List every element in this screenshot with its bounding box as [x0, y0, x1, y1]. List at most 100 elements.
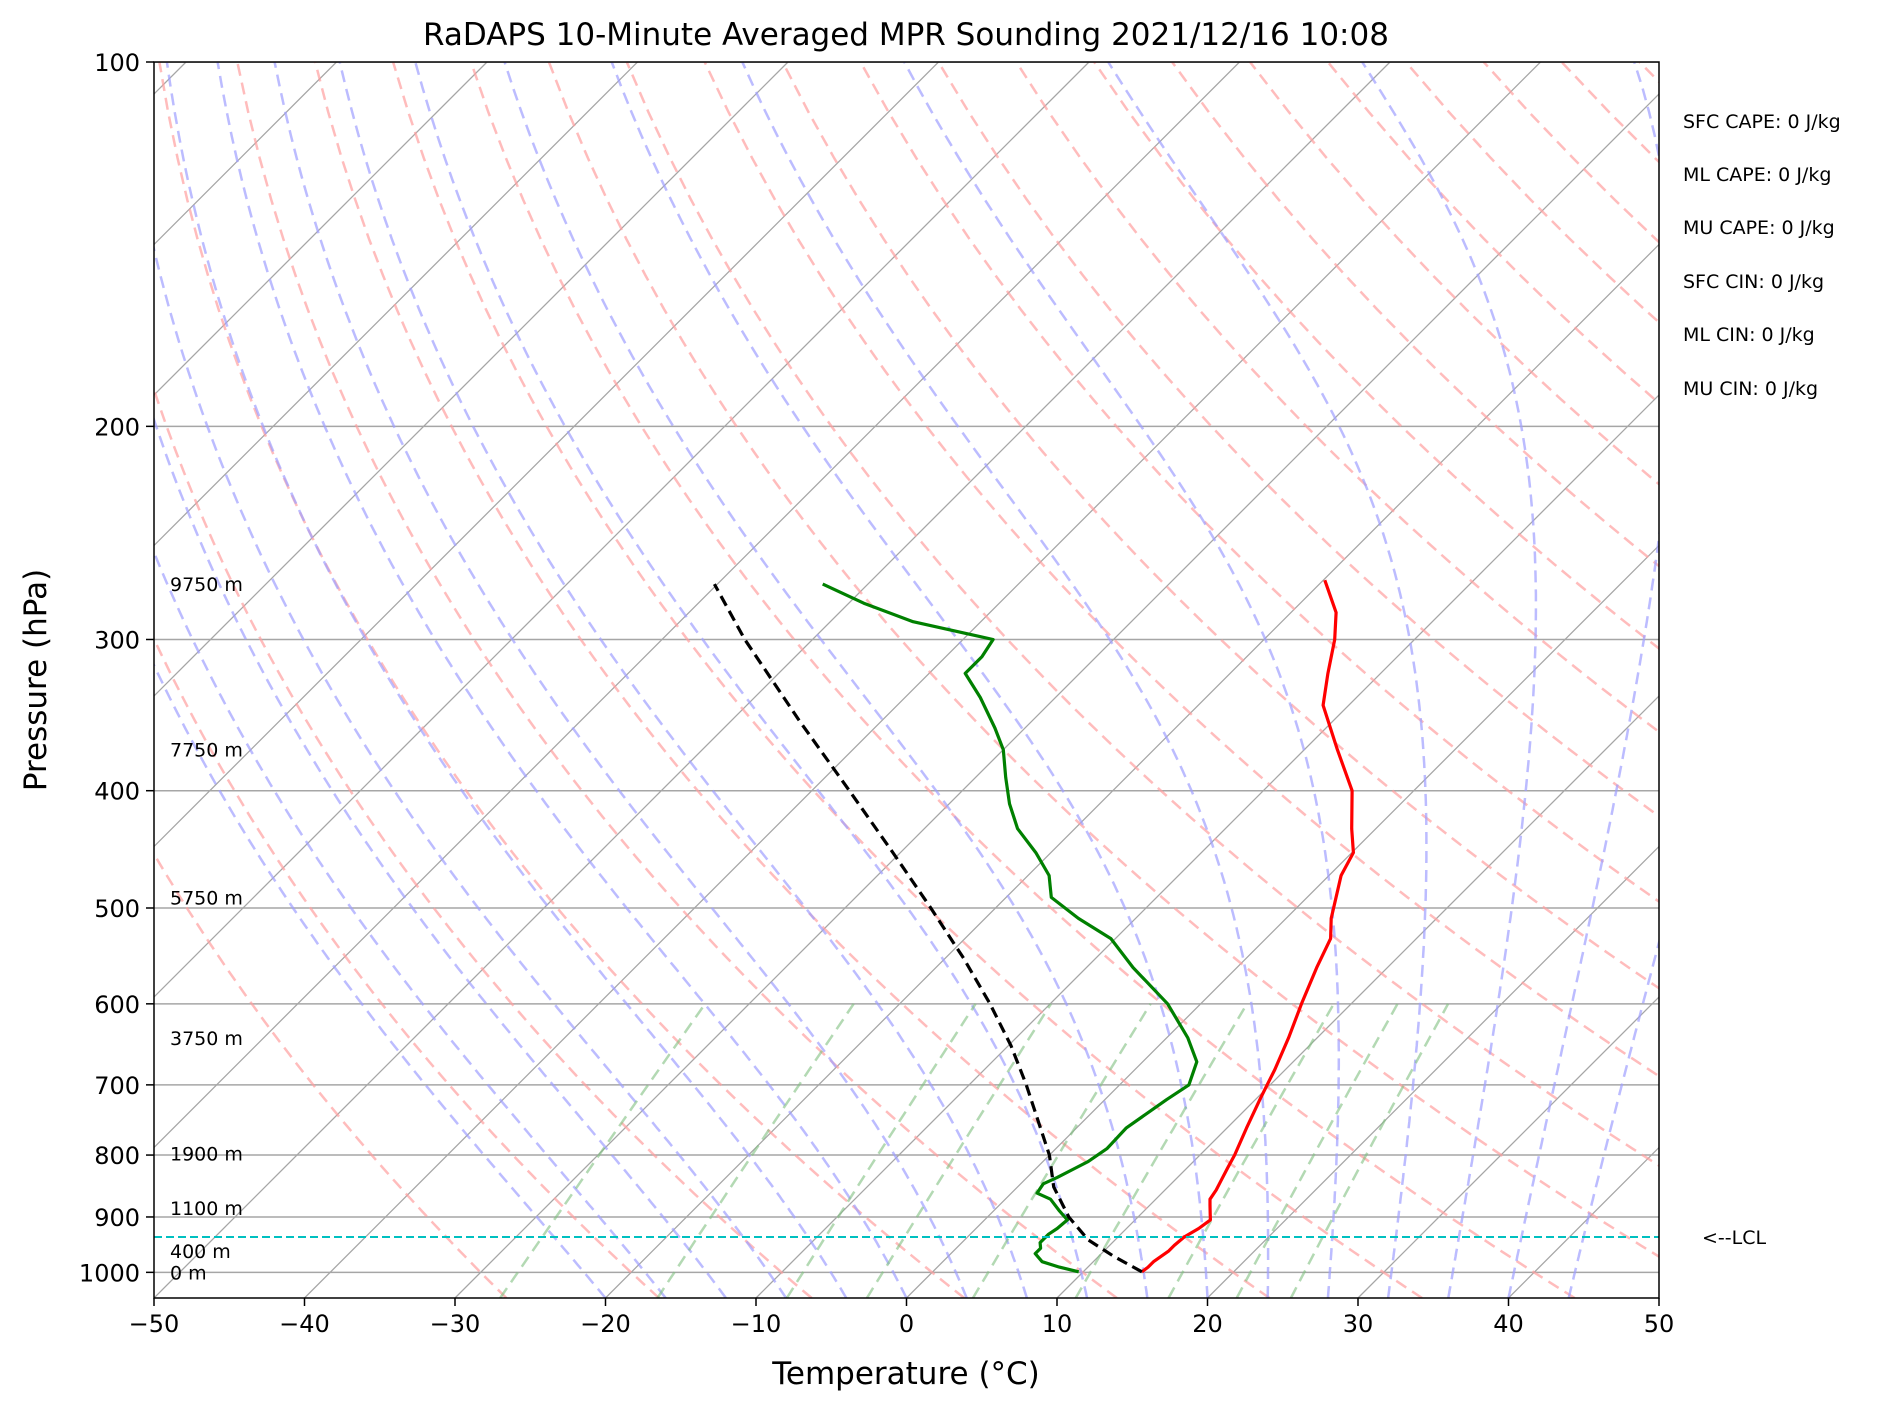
lcl-label: <--LCL — [1702, 1227, 1766, 1249]
mu-cin-text: MU CIN: 0 J/kg — [1683, 378, 1818, 400]
x-tick-label: 50 — [1644, 1310, 1675, 1338]
isotherm-line — [154, 62, 1391, 1298]
mixing-ratio-line — [656, 1003, 855, 1298]
mixing-ratio-line — [865, 1003, 1053, 1298]
isotherm-line — [154, 62, 789, 697]
lcl-layer: <--LCL — [154, 1227, 1766, 1249]
dry-adiabat-line — [625, 62, 1659, 1168]
y-tick-label: 1000 — [79, 1259, 140, 1287]
mixing-ratio-line — [499, 1003, 707, 1298]
height-label: 7750 m — [170, 740, 243, 762]
x-tick-label: 0 — [899, 1310, 914, 1338]
height-labels: 9750 m 7750 m 5750 m 3750 m 1900 m 1100 m 400 … — [170, 574, 243, 1284]
mixing-ratio-line — [1289, 1003, 1450, 1298]
dry-adiabat-line — [154, 385, 813, 1298]
moist-adiabat-line — [165, 62, 848, 1298]
height-label: 1900 m — [170, 1144, 243, 1166]
dry-adiabat-line — [154, 851, 508, 1298]
height-label: 0 m — [170, 1262, 207, 1284]
ml-cape-text: ML CAPE: 0 J/kg — [1683, 164, 1831, 186]
dry-adiabat-line — [236, 62, 1118, 1298]
isotherm-line — [154, 62, 939, 848]
sfc-cape-text: SFC CAPE: 0 J/kg — [1683, 111, 1841, 133]
isotherm-line — [304, 62, 1541, 1298]
x-tick-label: 10 — [1042, 1310, 1073, 1338]
x-tick-label: −30 — [430, 1310, 481, 1338]
isotherm-line — [154, 62, 488, 396]
height-label: 9750 m — [170, 574, 243, 596]
parcel-profile-line — [712, 583, 1143, 1274]
moist-adiabat-line — [154, 549, 667, 1298]
dry-adiabat-line — [1015, 62, 1659, 734]
temperature-profile-line — [1140, 579, 1355, 1274]
x-tick-label: −10 — [731, 1310, 782, 1338]
moist-adiabat-line — [414, 62, 1089, 1298]
isotherm-line — [454, 93, 1659, 1298]
moist-adiabat-line — [1107, 62, 1428, 1298]
x-axis-label: Temperature (°C) — [771, 1356, 1040, 1392]
mixing-ratio-line — [1167, 1003, 1335, 1298]
height-label: 5750 m — [170, 887, 243, 909]
y-tick-label: 300 — [94, 626, 140, 654]
moist-adiabat-line — [503, 62, 1149, 1298]
x-tick-label: 20 — [1192, 1310, 1223, 1338]
dry-adiabat-line — [547, 62, 1659, 1259]
isotherm-line — [605, 243, 1659, 1298]
moist-adiabat-line — [903, 62, 1341, 1298]
y-tick-label: 900 — [94, 1204, 140, 1232]
isotherm-line — [1357, 996, 1659, 1298]
dewpoint-profile-line — [822, 582, 1199, 1274]
isotherm-line — [1207, 845, 1659, 1298]
moist-adiabat-line — [273, 62, 968, 1298]
x-tick-label: −20 — [580, 1310, 631, 1338]
dry-adiabat-line — [391, 62, 1423, 1298]
moist-adiabat-line — [154, 415, 727, 1298]
isotherm-line — [154, 62, 1090, 998]
mixing-ratio-line — [971, 1003, 1152, 1298]
moist-adiabat-line — [154, 662, 607, 1298]
y-tick-label: 800 — [94, 1142, 140, 1170]
y-axis-label: Pressure (hPa) — [18, 569, 54, 791]
height-label: 1100 m — [170, 1198, 243, 1220]
isotherm-line — [154, 62, 1240, 1149]
stability-indices: SFC CAPE: 0 J/kg ML CAPE: 0 J/kg MU CAPE… — [1683, 111, 1841, 400]
ml-cin-text: ML CIN: 0 J/kg — [1683, 324, 1815, 346]
moist-adiabat-line — [154, 243, 788, 1298]
y-tick-label: 200 — [94, 413, 140, 441]
isotherm-line — [154, 62, 638, 547]
mixing-ratio-line — [1235, 1003, 1399, 1298]
x-tick-label: −40 — [279, 1310, 330, 1338]
dry-adiabat-line — [313, 62, 1271, 1298]
sfc-cin-text: SFC CIN: 0 J/kg — [1683, 271, 1824, 293]
moist-adiabat-line — [338, 62, 1029, 1298]
dry-adiabat-line — [1093, 62, 1659, 651]
dry-adiabat-line — [469, 62, 1576, 1298]
x-tick-label: −50 — [129, 1310, 180, 1338]
isotherm-line — [906, 544, 1659, 1298]
x-tick-label: 30 — [1343, 1310, 1374, 1338]
moist-adiabat-line — [216, 62, 908, 1298]
chart-title: RaDAPS 10-Minute Averaged MPR Sounding 2… — [423, 17, 1389, 53]
moist-adiabat-line — [610, 62, 1209, 1298]
background-reference-lines — [154, 62, 1659, 1298]
dry-adiabat-line — [154, 636, 660, 1298]
moist-adiabat-line — [1507, 62, 1659, 1298]
height-label: 400 m — [170, 1241, 231, 1263]
mixing-ratio-line — [1074, 1003, 1248, 1298]
height-label: 3750 m — [170, 1028, 243, 1050]
y-tick-label: 600 — [94, 991, 140, 1019]
y-tick-label: 700 — [94, 1072, 140, 1100]
x-tick-label: 40 — [1493, 1310, 1524, 1338]
y-tick-label: 500 — [94, 895, 140, 923]
sounding-series — [712, 579, 1355, 1274]
mixing-ratio-line — [785, 1003, 977, 1298]
moist-adiabat-line — [741, 62, 1270, 1298]
y-tick-label: 100 — [94, 49, 140, 77]
dry-adiabat-line — [703, 62, 1659, 1078]
moist-adiabat-line — [1567, 937, 1659, 1298]
moist-adiabat-line — [1361, 62, 1538, 1298]
dry-adiabat-line — [781, 62, 1659, 990]
mu-cape-text: MU CAPE: 0 J/kg — [1683, 217, 1835, 239]
